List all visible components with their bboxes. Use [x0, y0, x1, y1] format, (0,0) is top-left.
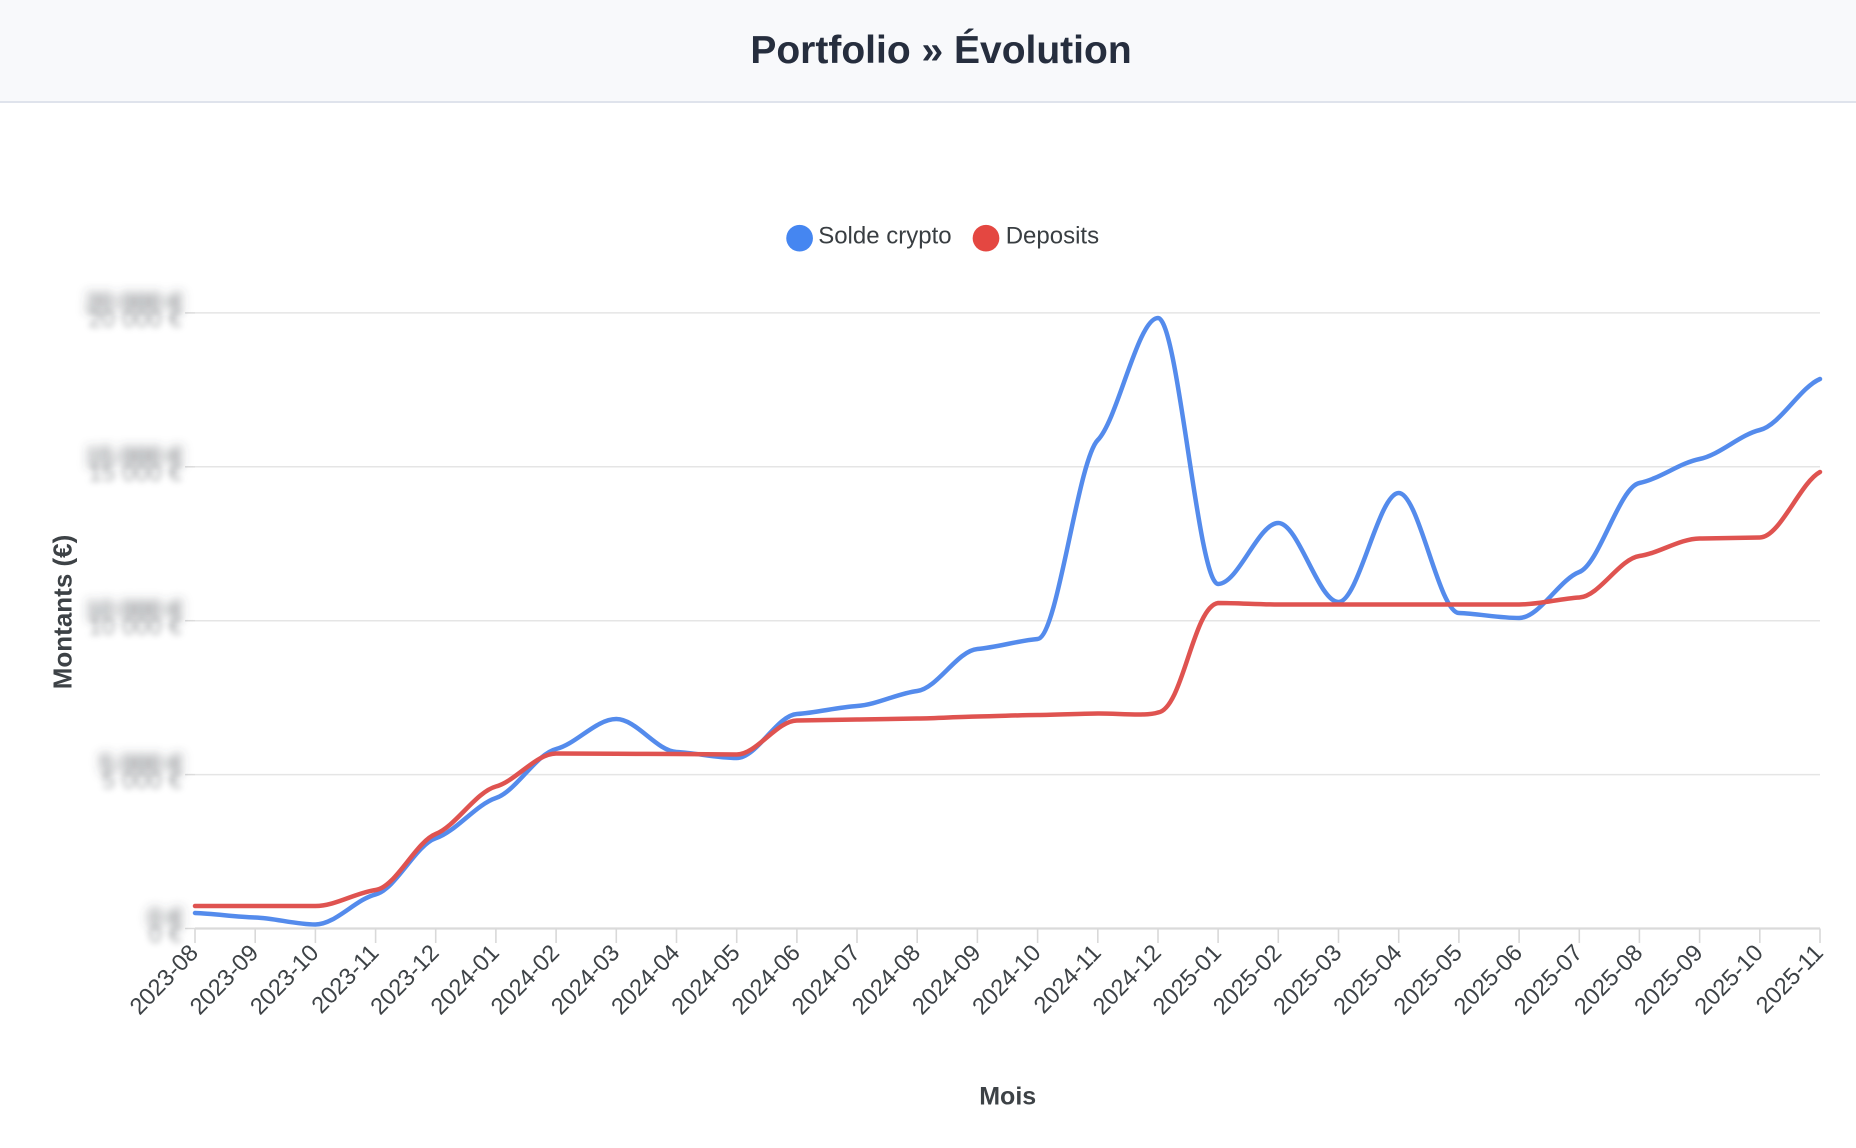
svg-text:Mois: Mois — [979, 1083, 1036, 1111]
svg-text:0 €: 0 € — [149, 922, 183, 949]
svg-text:15 000 €: 15 000 € — [86, 443, 183, 471]
svg-text:Montants (€): Montants (€) — [48, 535, 78, 690]
svg-text:Deposits: Deposits — [1006, 223, 1099, 250]
svg-text:10 000 €: 10 000 € — [89, 614, 183, 641]
svg-text:0 €: 0 € — [148, 905, 183, 933]
svg-text:15 000 €: 15 000 € — [89, 460, 183, 487]
svg-text:10 000 €: 10 000 € — [86, 597, 183, 625]
svg-text:Solde crypto: Solde crypto — [818, 223, 951, 250]
svg-text:20 000 €: 20 000 € — [89, 306, 183, 333]
svg-text:2025-11: 2025-11 — [1751, 939, 1828, 1018]
svg-text:20 000 €: 20 000 € — [86, 289, 183, 317]
svg-text:5 000 €: 5 000 € — [100, 751, 184, 779]
svg-text:5 000 €: 5 000 € — [102, 768, 183, 795]
